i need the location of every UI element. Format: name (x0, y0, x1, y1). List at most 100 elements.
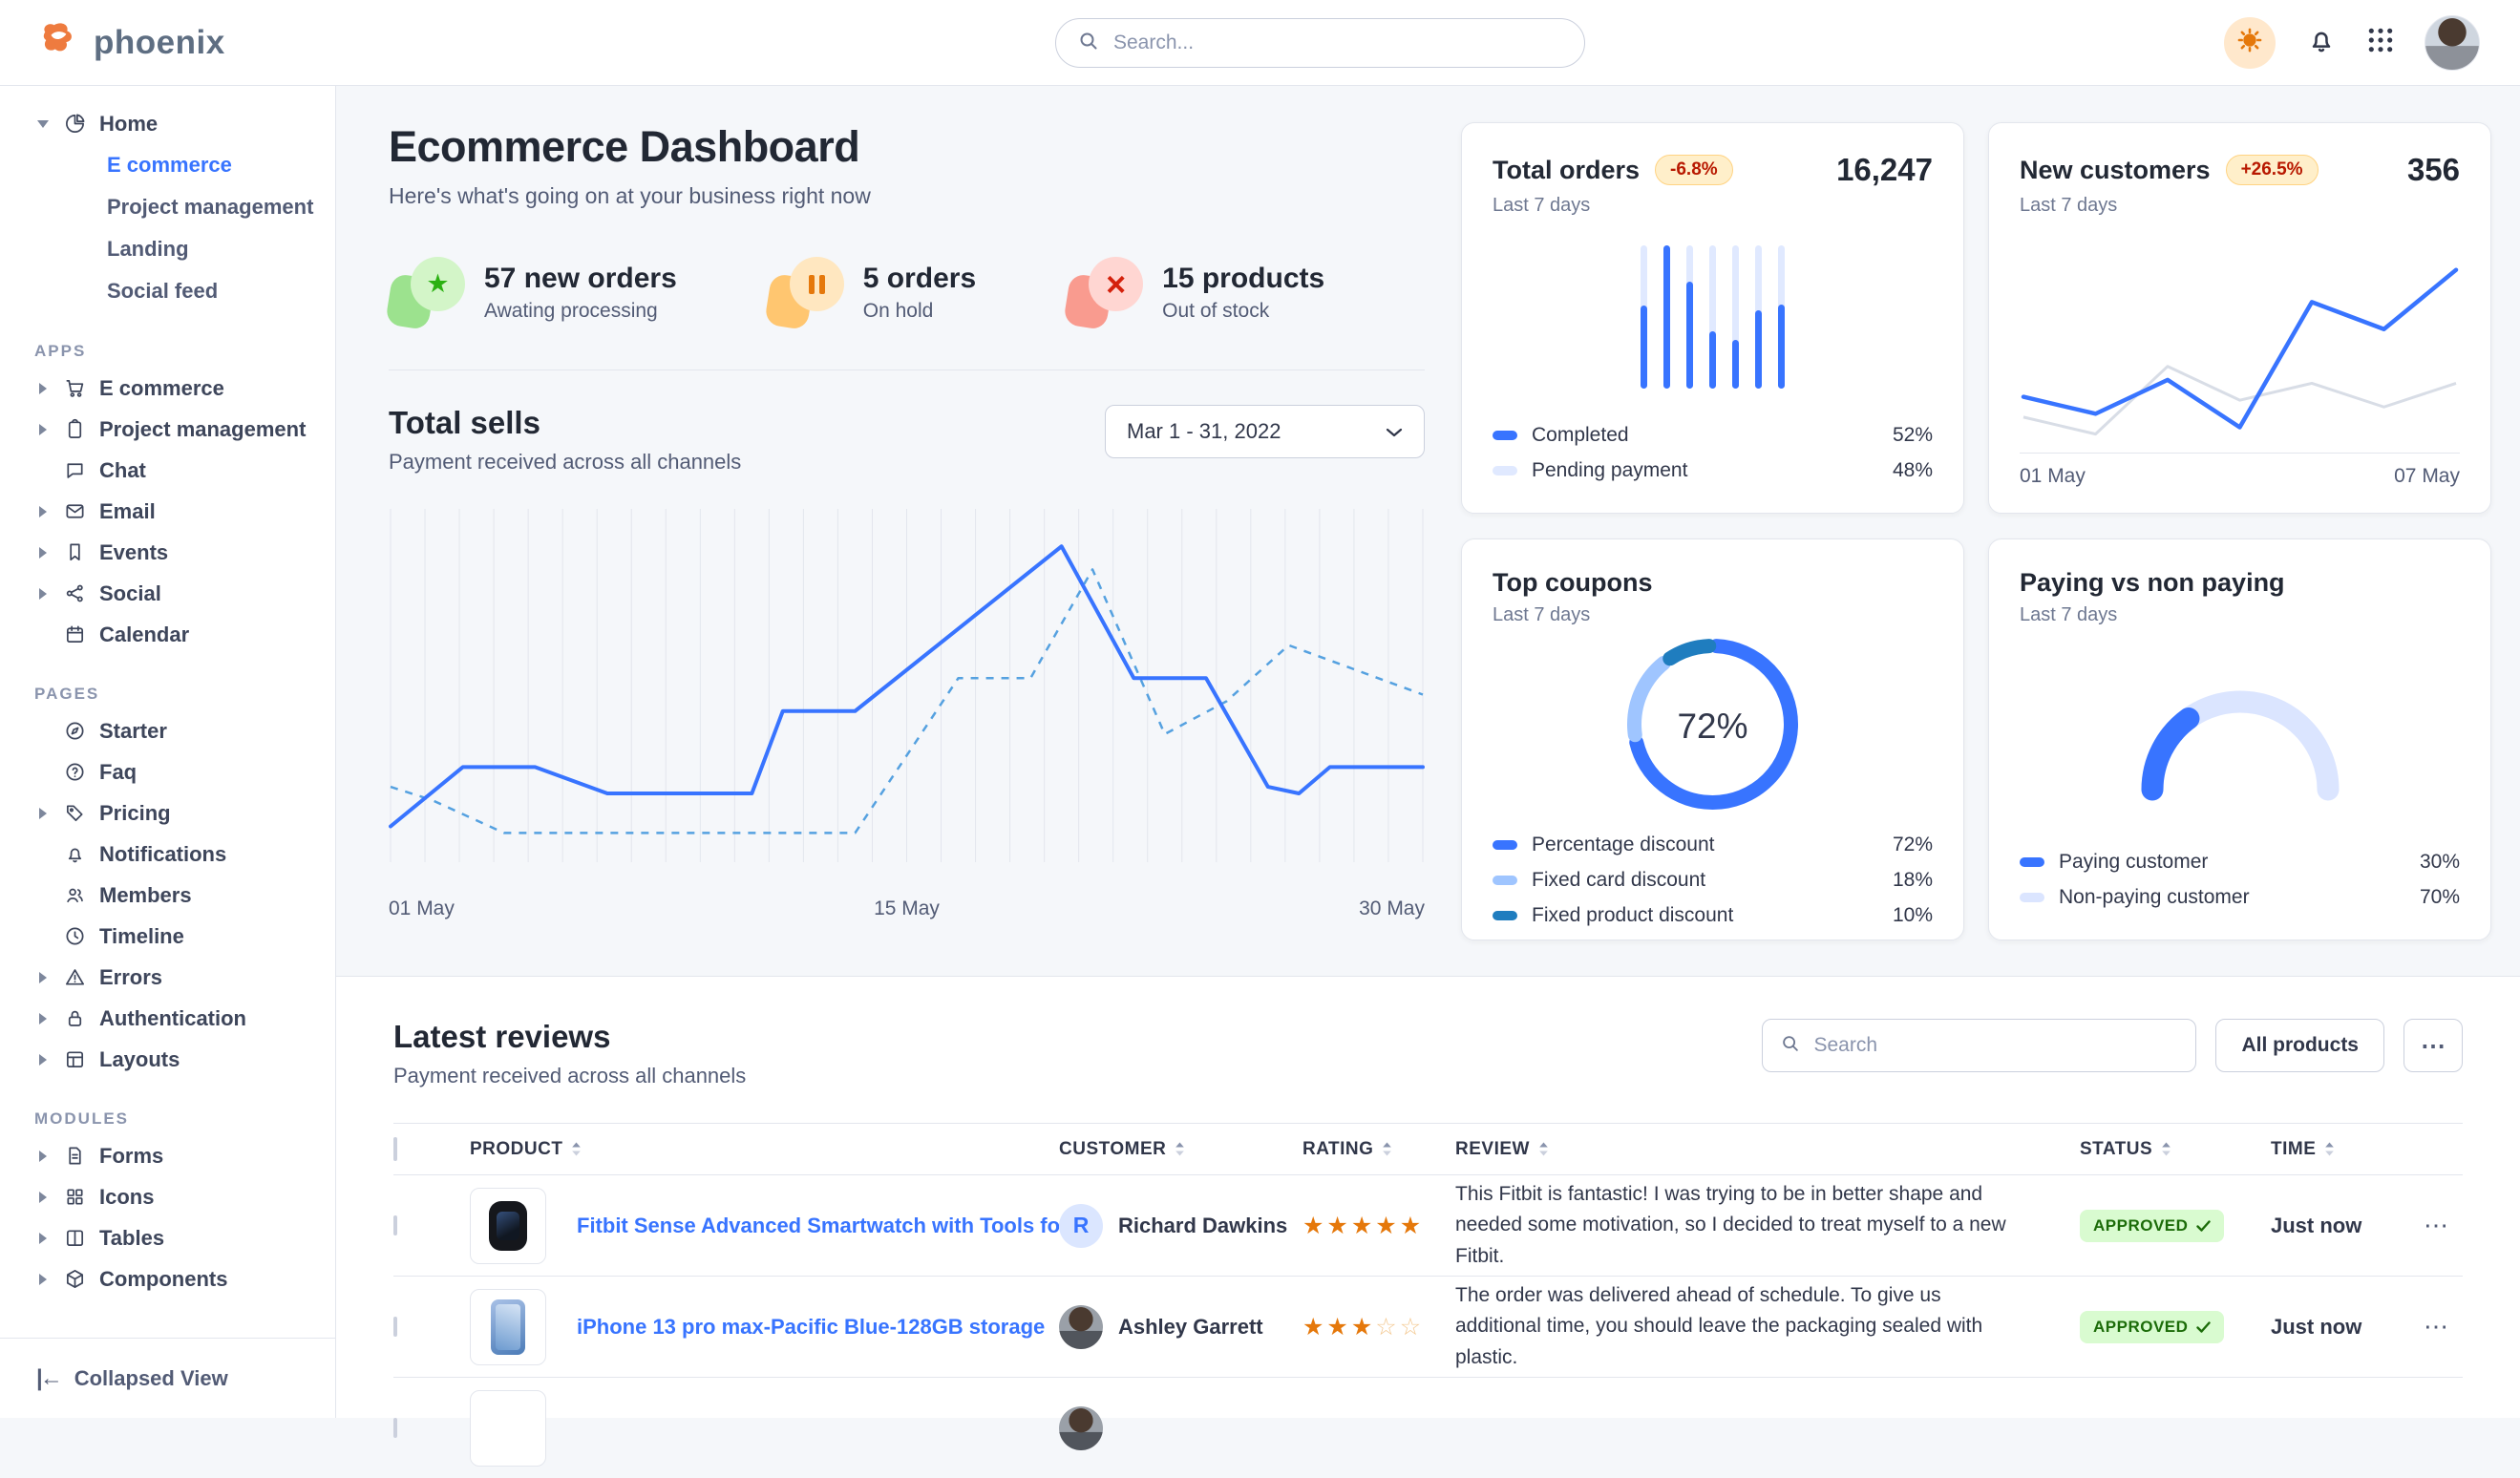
sidebar-item-layouts[interactable]: Layouts (0, 1039, 335, 1080)
sidebar-section-label: PAGES (34, 685, 100, 703)
sidebar-item-timeline[interactable]: Timeline (0, 916, 335, 957)
date-range-select[interactable]: Mar 1 - 31, 2022 (1105, 405, 1425, 458)
trend-badge: +26.5% (2225, 155, 2319, 185)
main-content: Ecommerce Dashboard Here's what's going … (336, 86, 2520, 1467)
more-options-button[interactable]: ⋯ (2404, 1019, 2463, 1072)
order-bar (1755, 245, 1762, 389)
brand-name: phoenix (94, 23, 225, 61)
overview-left-column: Ecommerce Dashboard Here's what's going … (385, 122, 1425, 976)
product-link[interactable]: Fitbit Sense Advanced Smartwatch with To… (577, 1213, 1059, 1237)
collapsed-view-label: Collapsed View (74, 1365, 228, 1390)
top-navbar: phoenix (0, 0, 2520, 86)
legend-value: 52% (1892, 423, 1933, 446)
sidebar-subitem-project-management[interactable]: Project management (107, 195, 314, 219)
gridic-icon (64, 1186, 87, 1208)
chevron-right-icon (34, 424, 52, 435)
stat-value: 5 orders (862, 262, 977, 294)
legend-swatch (1493, 465, 1517, 475)
card-period: Last 7 days (1493, 604, 1591, 625)
sidebar-item-members[interactable]: Members (0, 875, 335, 916)
sidebar-item-events[interactable]: Events (0, 532, 335, 573)
sidebar-item-label: E commerce (99, 375, 224, 400)
sidebar-item-label: Authentication (99, 1005, 246, 1030)
sidebar-item-email[interactable]: Email (0, 491, 335, 532)
sidebar-item-faq[interactable]: Faq (0, 751, 335, 792)
column-header-time[interactable]: TIME (2271, 1139, 2409, 1160)
row-checkbox[interactable] (393, 1417, 397, 1438)
sidebar-item-components[interactable]: Components (0, 1258, 335, 1299)
collapsed-view-button[interactable]: |← Collapsed View (0, 1338, 335, 1418)
legend-value: 48% (1892, 458, 1933, 481)
card-value: 356 (2406, 152, 2460, 187)
review-time: Just now (2271, 1314, 2362, 1339)
user-avatar[interactable] (2425, 14, 2480, 71)
legend-row-fixed-product-discount: Fixed product discount 10% (1493, 897, 1933, 933)
sidebar-item-calendar[interactable]: Calendar (0, 614, 335, 655)
sidebar-item-icons[interactable]: Icons (0, 1176, 335, 1217)
column-header-review[interactable]: REVIEW (1455, 1139, 2080, 1160)
total-sells-x-axis: 01 May 15 May 30 May (389, 897, 1425, 920)
stat-value: 57 new orders (484, 262, 677, 294)
pause-icon (808, 274, 825, 294)
column-header-rating[interactable]: RATING (1302, 1139, 1455, 1160)
sidebar-item-social[interactable]: Social (0, 573, 335, 614)
sidebar-item-forms[interactable]: Forms (0, 1135, 335, 1176)
row-checkbox[interactable] (393, 1214, 397, 1235)
avatar: R (1059, 1203, 1103, 1248)
legend-row-fixed-card-discount: Fixed card discount 18% (1493, 862, 1933, 897)
sidebar-subitem-social-feed[interactable]: Social feed (107, 279, 219, 303)
customer-cell: Ashley Garrett (1059, 1304, 1302, 1349)
chevron-right-icon (34, 1054, 52, 1066)
global-search[interactable] (1055, 18, 1585, 68)
sort-icon (1537, 1141, 1550, 1157)
column-header-customer[interactable]: CUSTOMER (1059, 1139, 1302, 1160)
mail-icon (64, 500, 87, 522)
sidebar-item-tables[interactable]: Tables (0, 1217, 335, 1258)
sidebar-subitem-landing[interactable]: Landing (107, 237, 189, 261)
sidebar-subitem-e-commerce[interactable]: E commerce (107, 153, 232, 177)
clock-icon (64, 925, 87, 947)
notifications-button[interactable] (2306, 25, 2337, 60)
sidebar-item-e-commerce[interactable]: E commerce (0, 368, 335, 409)
sidebar-item-starter[interactable]: Starter (0, 710, 335, 751)
coupons-donut-chart: 72% (1493, 626, 1933, 827)
sidebar-item-errors[interactable]: Errors (0, 957, 335, 998)
legend-label: Percentage discount (1532, 833, 1715, 855)
apps-menu-button[interactable] (2367, 27, 2394, 58)
row-checkbox[interactable] (393, 1316, 397, 1337)
column-header-status[interactable]: STATUS (2080, 1139, 2271, 1160)
chevron-right-icon (34, 1274, 52, 1285)
sidebar-item-pricing[interactable]: Pricing (0, 792, 335, 834)
theme-toggle-button[interactable] (2224, 16, 2276, 69)
column-header-product[interactable]: PRODUCT (470, 1139, 1059, 1160)
sidebar-item-chat[interactable]: Chat (0, 450, 335, 491)
sidebar-item-notifications[interactable]: Notifications (0, 834, 335, 875)
sidebar-item-label: Starter (99, 718, 167, 743)
card-title: Top coupons (1493, 568, 1653, 597)
clipboard-icon (64, 418, 87, 440)
brand[interactable]: phoenix (40, 20, 225, 65)
product-link[interactable]: iPhone 13 pro max-Pacific Blue-128GB sto… (577, 1314, 1046, 1339)
new-customers-card: New customers +26.5% 356 Last 7 days 01 … (1988, 122, 2491, 514)
legend-label: Fixed card discount (1532, 868, 1706, 891)
review-row: iPhone 13 pro max-Pacific Blue-128GB sto… (393, 1276, 2463, 1377)
order-bar (1778, 245, 1785, 389)
card-period: Last 7 days (2020, 195, 2118, 216)
latest-reviews-section: Latest reviews Payment received across a… (336, 976, 2520, 1467)
reviews-search-input[interactable] (1813, 1034, 2179, 1057)
apps-grid-icon (2367, 27, 2394, 58)
sidebar-item-project-management[interactable]: Project management (0, 409, 335, 450)
all-products-button[interactable]: All products (2215, 1019, 2384, 1072)
sidebar-item-home[interactable]: Home (0, 103, 335, 144)
search-input[interactable] (1113, 32, 1563, 54)
sidebar-item-authentication[interactable]: Authentication (0, 998, 335, 1039)
product-image-box (470, 1187, 546, 1264)
row-more-button[interactable]: ⋯ (2424, 1312, 2448, 1341)
sort-icon (2160, 1141, 2172, 1157)
select-all-checkbox[interactable] (393, 1136, 397, 1161)
reviews-search[interactable] (1762, 1019, 2197, 1072)
row-more-button[interactable]: ⋯ (2424, 1211, 2448, 1239)
stat-label: Awating processing (484, 299, 658, 322)
sidebar-item-label: Notifications (99, 841, 227, 866)
reviews-title: Latest reviews (393, 1019, 611, 1054)
